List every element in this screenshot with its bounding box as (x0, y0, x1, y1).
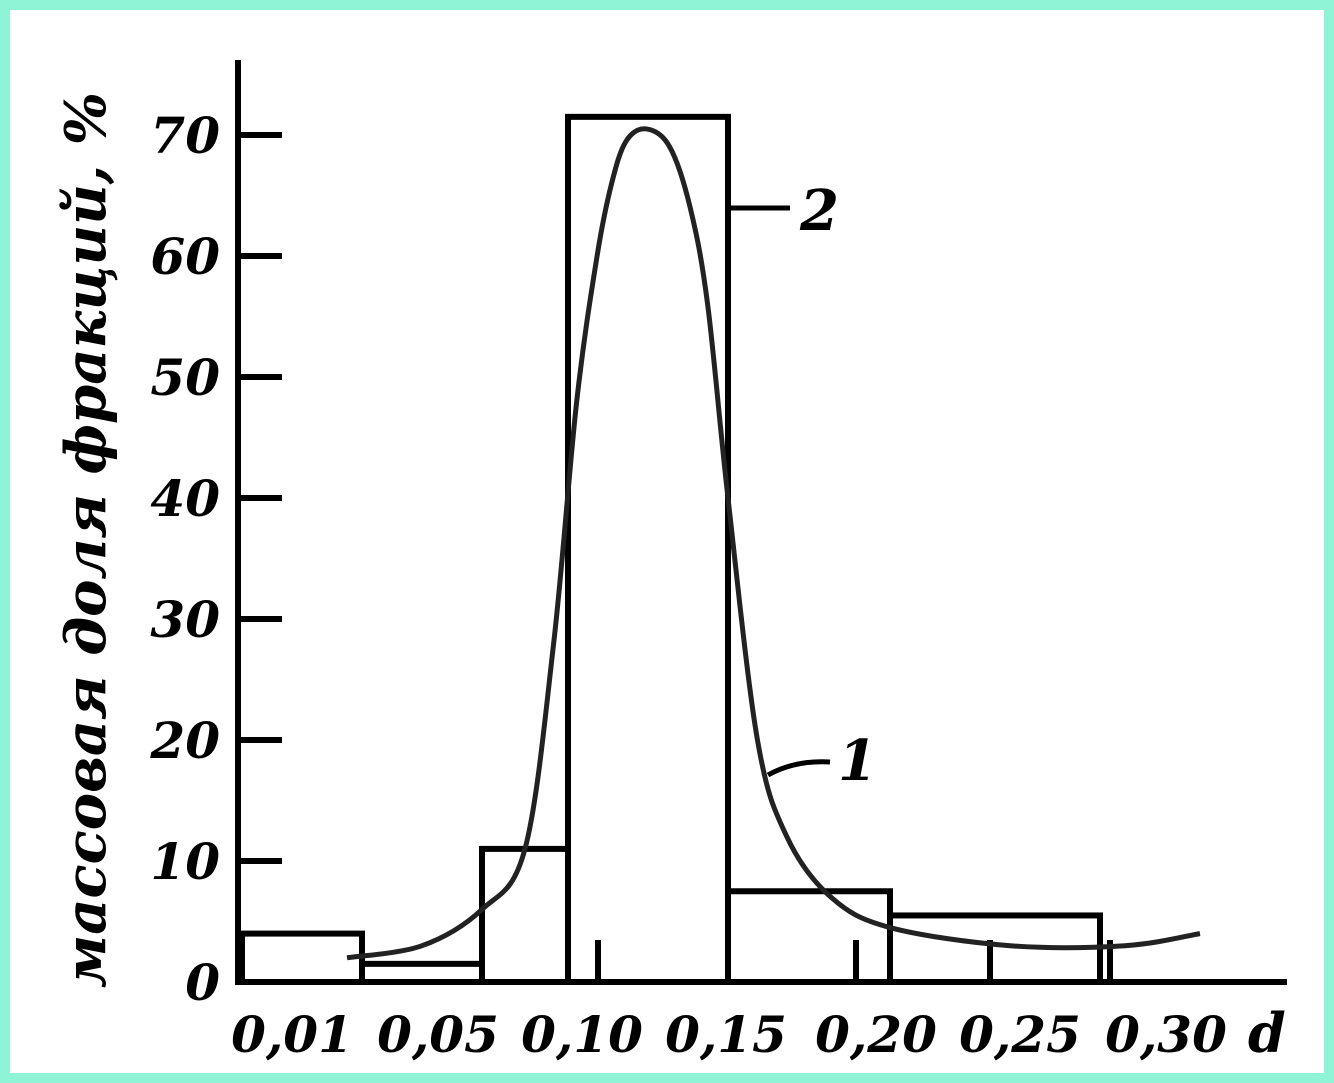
y-tick-label: 60 (150, 227, 220, 286)
x-tick-label: 0,20 (815, 1005, 937, 1064)
x-tick-label: 0,10 (521, 1005, 643, 1064)
y-tick-label: 0 (185, 953, 220, 1012)
annotation-2-label: 2 (799, 178, 839, 244)
x-tick-label: 0,05 (377, 1005, 499, 1064)
y-tick-label: 50 (150, 348, 220, 407)
x-axis-title: d (1248, 1001, 1286, 1065)
y-axis-title: массовая доля фракций, % (53, 92, 119, 988)
y-tick-label: 40 (150, 469, 220, 528)
histogram-bar (725, 888, 893, 985)
histogram-bar (359, 960, 485, 985)
annotation-1-leader (766, 759, 831, 778)
histogram-bar (239, 930, 365, 985)
y-tick-label: 10 (150, 832, 220, 891)
x-tick-label: 0,01 (231, 1005, 353, 1064)
series-1-curve (346, 126, 1201, 961)
x-tick-label: 0,15 (665, 1005, 787, 1064)
y-tick-label: 20 (149, 711, 220, 770)
x-tick-label: 0,30 (1105, 1005, 1227, 1064)
x-tick-label: 0,25 (959, 1005, 1081, 1064)
annotation-1-label: 1 (838, 728, 877, 794)
y-tick-label: 70 (150, 106, 220, 165)
y-tick-label: 30 (150, 590, 220, 649)
histogram-bar (565, 113, 731, 986)
histogram-bar (479, 845, 571, 986)
